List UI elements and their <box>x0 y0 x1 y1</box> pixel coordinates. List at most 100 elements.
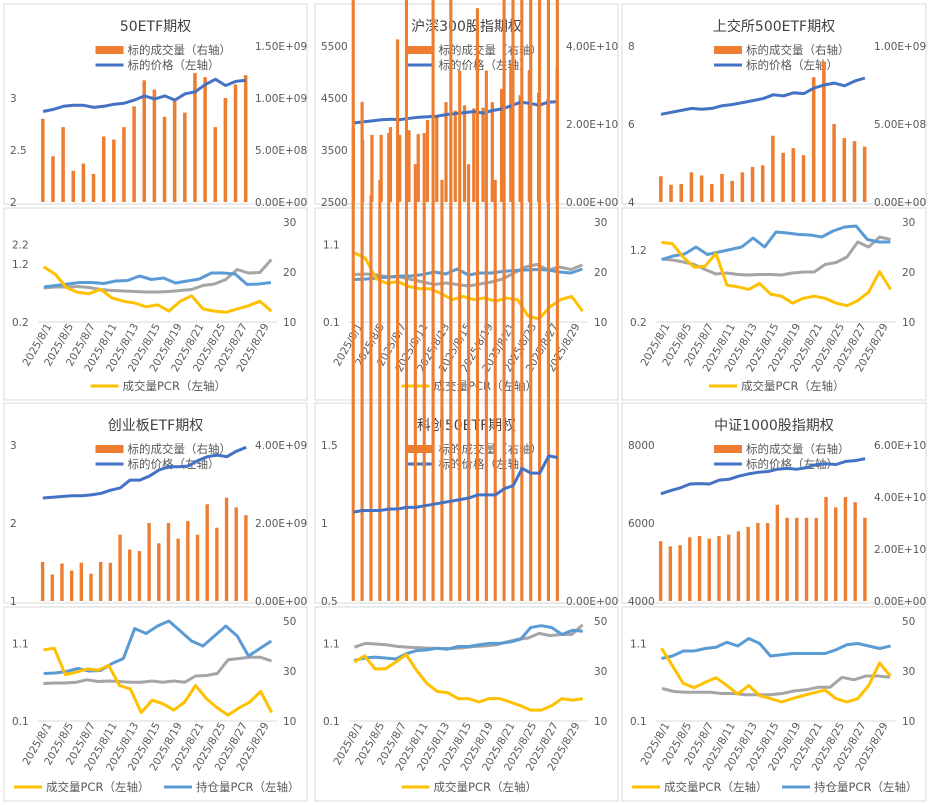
right-axis-tick: 0.00E+00 <box>874 197 926 209</box>
volume-bar <box>511 0 515 601</box>
pcr-right-tick: 50 <box>902 616 915 628</box>
volume-bar <box>176 538 180 601</box>
price-line <box>660 76 866 116</box>
volume-bar <box>462 105 467 202</box>
left-axis-tick: 6 <box>628 119 635 131</box>
pcr-left-tick: 0.1 <box>323 317 340 329</box>
legend-price-label: 标的价格（左轴） <box>128 457 220 471</box>
volume-bar <box>223 98 228 202</box>
volume-bar <box>481 107 485 202</box>
volume-bar <box>717 536 721 601</box>
volume-bar <box>379 134 383 202</box>
volume-bar <box>69 570 74 601</box>
volume-bar <box>422 133 426 601</box>
volume-bar <box>234 507 238 601</box>
pcr-left-tick: 2.2 <box>12 239 29 251</box>
volume-bar <box>499 88 504 202</box>
legend-bar-swatch <box>714 46 742 54</box>
left-axis-tick: 1 <box>10 596 17 608</box>
volume-bar <box>388 127 393 202</box>
volume-bar <box>750 166 755 202</box>
volume-bar <box>842 138 847 202</box>
volume-bar <box>166 523 171 601</box>
volume-bar <box>472 108 476 202</box>
volume-bar <box>736 531 741 601</box>
volume-bar <box>108 562 113 601</box>
top-chart-frame <box>621 402 927 604</box>
volume-bar <box>186 521 190 601</box>
left-axis-tick: 3500 <box>321 145 348 157</box>
volume-bar <box>832 124 836 202</box>
pcr-right-tick: 30 <box>594 217 607 229</box>
legend-price-label: 标的价格（左轴） <box>128 58 220 72</box>
right-axis-tick: 0.00E+00 <box>566 596 618 608</box>
legend-oi-pcr-label: 持仓量PCR（左轴） <box>814 780 917 794</box>
volume-bar <box>756 523 760 601</box>
legend-price-label: 标的价格（左轴） <box>746 457 838 471</box>
legend-bar-swatch <box>406 445 435 453</box>
volume-bar <box>351 0 355 602</box>
right-axis-tick: 4.00E+10 <box>874 492 926 504</box>
pcr-left-tick: 1.1 <box>12 638 29 650</box>
pcr-left-tick: 1.2 <box>12 259 29 271</box>
volume-bar <box>142 80 147 202</box>
legend-vol-pcr-label: 成交量PCR（左轴） <box>434 780 537 794</box>
volume-bar <box>697 536 702 601</box>
pcr-right-tick: 10 <box>902 716 915 728</box>
volume-bar <box>128 549 132 601</box>
pcr-left-tick: 0.1 <box>323 716 340 728</box>
volume-bar <box>659 176 663 202</box>
volume-bar <box>360 101 364 602</box>
pcr-right-tick: 30 <box>594 666 607 678</box>
pcr-right-tick: 10 <box>594 317 607 329</box>
pcr-left-tick: 1.2 <box>630 245 647 257</box>
volume-bar <box>224 497 229 601</box>
volume-bar <box>244 515 248 601</box>
volume-bar <box>824 497 828 601</box>
right-axis-tick: 2.00E+10 <box>874 544 926 556</box>
volume-bar <box>193 73 197 202</box>
pcr-right-tick: 20 <box>283 267 296 279</box>
right-axis-tick: 0.00E+00 <box>255 596 307 608</box>
volume-bar <box>205 504 209 601</box>
price-line <box>353 100 558 125</box>
volume-bar <box>157 543 161 601</box>
volume-bar <box>834 507 838 601</box>
legend-price-label: 标的价格（左轴） <box>439 58 531 72</box>
vol-pcr-line <box>660 647 892 704</box>
legend-bar-label: 标的成交量（右轴） <box>746 43 850 57</box>
vol-pcr-line <box>661 240 892 308</box>
grey-line <box>661 674 891 697</box>
volume-bar <box>370 134 374 202</box>
volume-bar <box>852 141 857 202</box>
volume-bar <box>50 574 54 601</box>
volume-bar <box>41 118 45 202</box>
volume-bar <box>213 127 218 202</box>
volume-bar <box>475 8 480 601</box>
vol-pcr-line <box>43 646 273 717</box>
pcr-right-tick: 30 <box>283 666 296 678</box>
left-axis-tick: 6000 <box>628 518 655 530</box>
volume-bar <box>529 0 533 601</box>
pcr-left-tick: 0.2 <box>12 317 29 329</box>
volume-bar <box>101 136 106 202</box>
volume-bar <box>863 517 867 601</box>
volume-bar <box>822 61 826 202</box>
chart-title: 50ETF期权 <box>120 19 191 35</box>
left-axis-tick: 2 <box>10 518 17 530</box>
volume-bar <box>678 545 682 601</box>
volume-bar <box>152 89 157 202</box>
pcr-right-tick: 30 <box>902 217 915 229</box>
chart-panel-5: 科创50ETF期权标的成交量（右轴）标的价格（左轴）0.511.50.00E+0… <box>314 0 619 802</box>
volume-bar <box>493 179 497 602</box>
right-axis-tick: 4.00E+10 <box>566 41 618 53</box>
price-line <box>353 454 558 514</box>
right-axis-tick: 2.00E+10 <box>566 119 618 131</box>
pcr-chart-frame <box>3 606 308 802</box>
chart-title: 上交所500ETF期权 <box>713 18 835 35</box>
volume-bar <box>233 84 238 202</box>
legend-price-label: 标的价格（左轴） <box>746 58 838 72</box>
vol-pcr-line <box>353 653 584 712</box>
volume-bar <box>243 75 248 202</box>
